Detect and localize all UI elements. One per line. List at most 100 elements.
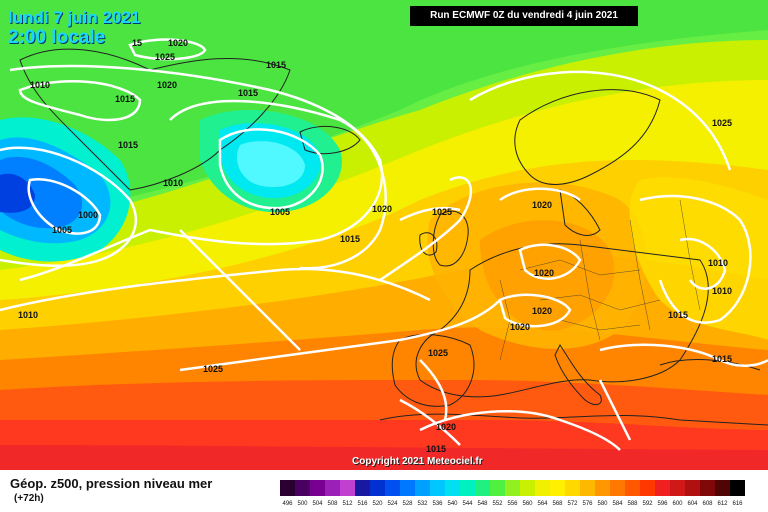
isobar-label: 1020 bbox=[157, 80, 177, 90]
color-scale-label: 616 bbox=[732, 501, 743, 507]
color-scale-swatch bbox=[385, 480, 400, 496]
color-scale-label: 556 bbox=[507, 501, 518, 507]
isobar-label: 1025 bbox=[712, 118, 732, 128]
turkey-coast bbox=[659, 359, 761, 371]
isobar-label: 1015 bbox=[668, 310, 688, 320]
isobar-label: 1015 bbox=[118, 140, 138, 150]
color-scale-label: 580 bbox=[597, 501, 608, 507]
isobar-17 bbox=[679, 237, 727, 290]
color-scale-label: 612 bbox=[717, 501, 728, 507]
weather-map: 1020 1025 15 1010 1015 1020 1015 1015 10… bbox=[0, 0, 768, 470]
color-scale-label: 588 bbox=[627, 501, 638, 507]
color-scale-label: 576 bbox=[582, 501, 593, 507]
isobar-label: 1020 bbox=[532, 200, 552, 210]
isobar-20 bbox=[419, 410, 621, 451]
color-scale-label: 548 bbox=[477, 501, 488, 507]
isobar-label: 1025 bbox=[428, 348, 448, 358]
isobar-label: 1020 bbox=[436, 422, 456, 432]
color-scale-label: 496 bbox=[282, 501, 293, 507]
color-scale-label: 544 bbox=[462, 501, 473, 507]
isobar-11 bbox=[179, 299, 501, 372]
isobar-13 bbox=[499, 187, 581, 202]
isobar-3 bbox=[9, 64, 384, 282]
low-darkblue bbox=[0, 173, 35, 213]
color-scale-label: 540 bbox=[447, 501, 458, 507]
color-scale-swatch bbox=[700, 480, 715, 496]
color-scale-label: 572 bbox=[567, 501, 578, 507]
color-scale-swatch bbox=[520, 480, 535, 496]
color-scale-swatch bbox=[505, 480, 520, 496]
isobar-23 bbox=[179, 229, 301, 351]
color-scale-swatch bbox=[400, 480, 415, 496]
isobar-label: 1010 bbox=[708, 258, 728, 268]
color-scale-swatch bbox=[670, 480, 685, 496]
color-scale-swatch bbox=[655, 480, 670, 496]
isobars bbox=[0, 38, 768, 451]
color-scale-swatch bbox=[490, 480, 505, 496]
run-info-box: Run ECMWF 0Z du vendredi 4 juin 2021 bbox=[410, 6, 638, 26]
color-scale-swatch bbox=[445, 480, 460, 496]
isobar-label: 1020 bbox=[372, 204, 392, 214]
color-scale-swatch bbox=[625, 480, 640, 496]
color-scale-label: 512 bbox=[342, 501, 353, 507]
isobar-label: 1010 bbox=[18, 310, 38, 320]
color-scale-swatch bbox=[370, 480, 385, 496]
isobar-label: 1015 bbox=[238, 88, 258, 98]
color-scale-label: 500 bbox=[297, 501, 308, 507]
color-scale-label: 552 bbox=[492, 501, 503, 507]
isobar-19 bbox=[419, 359, 448, 421]
isobar-9 bbox=[399, 206, 461, 222]
isobar-label: 1015 bbox=[426, 444, 446, 454]
color-scale-label: 516 bbox=[357, 501, 368, 507]
color-scale-swatch bbox=[310, 480, 325, 496]
color-scale-label: 592 bbox=[642, 501, 653, 507]
color-scale-swatch bbox=[685, 480, 700, 496]
isobar-label: 1020 bbox=[532, 306, 552, 316]
color-scale-swatch bbox=[415, 480, 430, 496]
isobar-label: 1005 bbox=[270, 207, 290, 217]
color-scale-swatch bbox=[475, 480, 490, 496]
isobar-label: 15 bbox=[132, 38, 142, 48]
isobar-15 bbox=[498, 293, 572, 328]
color-scale-swatch bbox=[535, 480, 550, 496]
forecast-time: 2:00 locale bbox=[8, 27, 106, 48]
color-scale-swatch bbox=[580, 480, 595, 496]
legend-subtitle: (+72h) bbox=[14, 493, 44, 504]
isobar-2 bbox=[18, 80, 142, 122]
color-scale-swatch bbox=[550, 480, 565, 496]
isobar-label: 1000 bbox=[78, 210, 98, 220]
isobar-label: 1025 bbox=[203, 364, 223, 374]
legend-title: Géop. z500, pression niveau mer bbox=[10, 476, 213, 491]
isobar-label: 1015 bbox=[115, 94, 135, 104]
isobar-label: 1005 bbox=[52, 225, 72, 235]
color-scale-swatch bbox=[610, 480, 625, 496]
isobar-14 bbox=[518, 243, 582, 280]
blob-orange-europe-2 bbox=[480, 220, 615, 331]
color-scale-swatch bbox=[280, 480, 295, 496]
baltic-coast bbox=[559, 189, 601, 236]
color-scale: 496 500 504 508 512 516 520 524 528 532 536 540 544 5… bbox=[280, 480, 745, 507]
isobar-8 bbox=[379, 176, 472, 282]
color-scale-label: 600 bbox=[672, 501, 683, 507]
color-scale-swatch bbox=[715, 480, 730, 496]
isobar-label: 1015 bbox=[266, 60, 286, 70]
europe-coast bbox=[415, 243, 709, 398]
isobar-label: 1020 bbox=[534, 268, 554, 278]
color-scale-swatch bbox=[460, 480, 475, 496]
color-scale-label: 504 bbox=[312, 501, 323, 507]
isobar-6 bbox=[0, 146, 138, 267]
isobar-21 bbox=[399, 398, 461, 446]
isobar-5 bbox=[27, 177, 102, 235]
color-scale-swatch bbox=[355, 480, 370, 496]
color-scale-label: 596 bbox=[657, 501, 668, 507]
isobar-labels: 1020 1025 15 1010 1015 1020 1015 1015 10… bbox=[18, 38, 732, 454]
color-scale-label: 584 bbox=[612, 501, 623, 507]
color-scale-label: 520 bbox=[372, 501, 383, 507]
copyright-text: Copyright 2021 Meteociel.fr bbox=[352, 456, 483, 467]
isobar-16 bbox=[639, 194, 752, 324]
color-scale-label: 560 bbox=[522, 501, 533, 507]
isobar-7 bbox=[169, 99, 387, 270]
isobar-label: 1020 bbox=[510, 322, 530, 332]
forecast-date: lundi 7 juin 2021 bbox=[8, 8, 141, 27]
color-scale-swatch bbox=[295, 480, 310, 496]
